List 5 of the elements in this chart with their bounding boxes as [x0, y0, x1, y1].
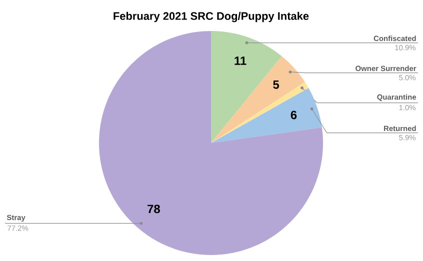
data-label: 6: [290, 110, 297, 120]
chart-title: February 2021 SRC Dog/Puppy Intake: [114, 12, 309, 22]
data-label: 11: [234, 56, 246, 65]
data-label: 5: [273, 80, 280, 89]
data-label: 78: [148, 204, 160, 214]
